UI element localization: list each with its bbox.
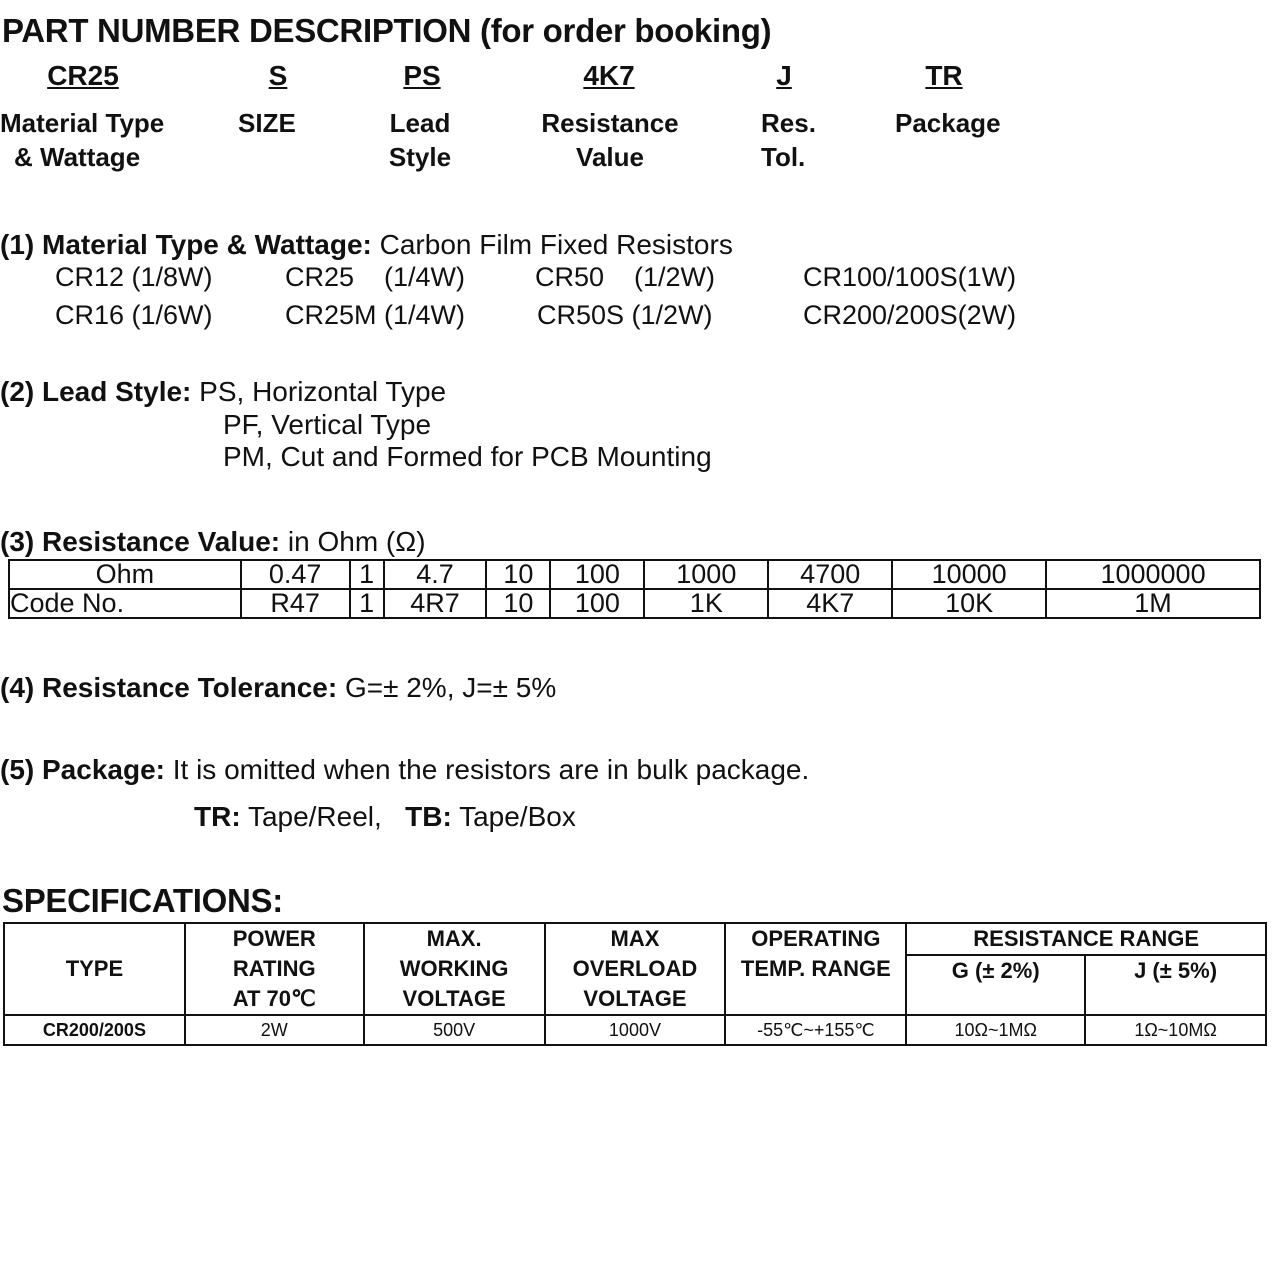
part-label-resistance: Resistance Value [541,108,679,172]
table-cell: R47 [239,588,351,619]
material-option: CR12 (1/8W) [55,262,213,292]
table-cell: CR200/200S [3,1014,186,1046]
table-cell: 10 [485,559,552,590]
row-header-cell: Ohm [8,559,242,590]
header-working-voltage: MAX. WORKING VOLTAGE [362,922,546,1016]
part-label-tolerance: Res. Tol. [761,108,816,172]
header-j-tolerance: J (± 5%) [1084,954,1267,1016]
material-option: CR16 (1/6W) [55,300,213,330]
table-cell: 10000 [891,559,1048,590]
table-cell: 2W [183,1014,365,1046]
specifications-heading: SPECIFICATIONS: [2,882,283,919]
table-cell: 1M [1045,588,1261,619]
specifications-table: TYPE POWER RATING AT 70℃ MAX. WORKING VOLTAG… [3,922,1267,1046]
part-code-lead: PS [403,60,441,91]
material-option: CR25 (1/4W) [285,262,466,292]
part-label-package: Package [895,108,1001,138]
material-option: CR200/200S(2W) [803,300,1017,330]
section-material: (1) Material Type & Wattage: Carbon Film… [0,229,733,260]
table-row: Ohm 0.47 1 4.7 10 100 1000 4700 10000 1000000 [8,559,1261,590]
material-option: CR50 (1/2W) [535,262,716,292]
table-cell: 100 [549,559,646,590]
section-lead-style: (2) Lead Style: PS, Horizontal Type [0,376,447,407]
header-overload-voltage: MAX OVERLOAD VOLTAGE [543,922,727,1016]
section-tolerance: (4) Resistance Tolerance: G=± 2%, J=± 5% [0,672,557,703]
table-cell: 1000000 [1045,559,1261,590]
part-code-size: S [268,60,288,91]
material-option: CR100/100S(1W) [803,262,1017,292]
table-cell: 10K [891,588,1048,619]
table-cell: 1K [643,588,770,619]
lead-style-line: PF, Vertical Type [223,409,432,440]
table-row: Code No. R47 1 4R7 10 100 1K 4K7 10K 1M [8,588,1261,619]
material-option: CR50S (1/2W) [537,300,713,330]
section-package: (5) Package: It is omitted when the resi… [0,754,810,785]
table-cell: 1000V [543,1014,727,1046]
header-temp-range: OPERATING TEMP. RANGE [724,922,908,1016]
page-title: PART NUMBER DESCRIPTION (for order booki… [2,12,772,49]
header-type: TYPE [3,922,186,1016]
table-cell: 4R7 [382,588,488,619]
part-code-resistance: 4K7 [583,60,635,91]
lead-style-line: PM, Cut and Formed for PCB Mounting [223,441,712,472]
row-header-cell: Code No. [8,588,242,619]
table-cell: 4K7 [767,588,894,619]
table-cell: 10Ω~1MΩ [905,1014,1087,1046]
table-row: CR200/200S 2W 500V 1000V -55℃~+155℃ 10Ω~1MΩ 1Ω… [3,1014,1267,1046]
part-code-material: CR25 [47,60,119,91]
table-cell: 10 [485,588,552,619]
table-cell: 1 [348,588,385,619]
resistance-code-table: Ohm 0.47 1 4.7 10 100 1000 4700 10000 1000000 Cod… [8,559,1261,619]
table-cell: 500V [362,1014,546,1046]
material-option: CR25M (1/4W) [285,300,466,330]
table-cell: 1Ω~10MΩ [1084,1014,1267,1046]
part-code-package: TR [925,60,963,91]
header-g-tolerance: G (± 2%) [905,954,1087,1016]
table-cell: 100 [549,588,646,619]
table-cell: 0.47 [239,559,351,590]
section-resistance: (3) Resistance Value: in Ohm (Ω) [0,526,426,557]
header-power: POWER RATING AT 70℃ [183,922,365,1016]
part-code-tolerance: J [776,60,792,91]
table-cell: 1000 [643,559,770,590]
header-resistance-range: RESISTANCE RANGE [905,922,1267,956]
table-cell: -55℃~+155℃ [724,1014,908,1046]
table-header-row: TYPE POWER RATING AT 70℃ MAX. WORKING VOLTAG… [3,922,1267,1016]
part-label-size: SIZE [238,108,296,138]
table-cell: 4.7 [382,559,488,590]
part-label-lead: Lead Style [388,108,452,172]
table-header-row: G (± 2%) J (± 5%) [4,954,1267,1016]
part-label-material: Material Type & Wattage [0,108,165,172]
package-options: TR: Tape/Reel, TB: Tape/Box [194,801,576,832]
table-cell: 1 [348,559,385,590]
table-cell: 4700 [767,559,894,590]
